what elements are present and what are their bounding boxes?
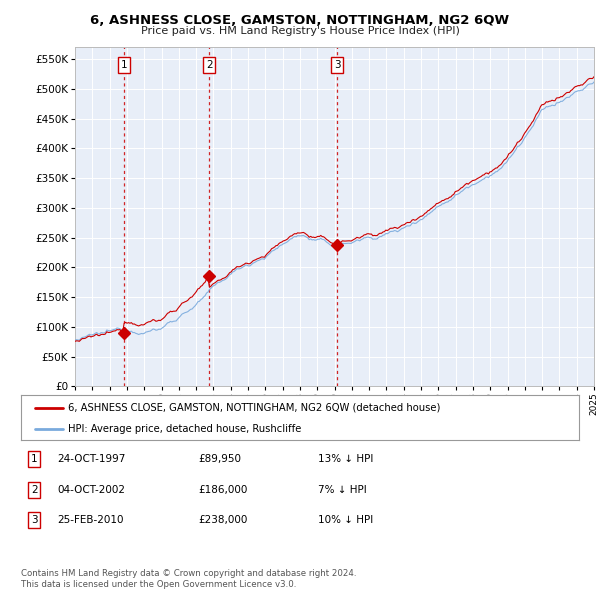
Text: HPI: Average price, detached house, Rushcliffe: HPI: Average price, detached house, Rush… bbox=[68, 424, 302, 434]
Text: 13% ↓ HPI: 13% ↓ HPI bbox=[318, 454, 373, 464]
Text: 1: 1 bbox=[31, 454, 38, 464]
Text: £186,000: £186,000 bbox=[198, 485, 247, 494]
Text: 2: 2 bbox=[206, 60, 212, 70]
Text: £89,950: £89,950 bbox=[198, 454, 241, 464]
Text: 24-OCT-1997: 24-OCT-1997 bbox=[57, 454, 125, 464]
Text: 6, ASHNESS CLOSE, GAMSTON, NOTTINGHAM, NG2 6QW: 6, ASHNESS CLOSE, GAMSTON, NOTTINGHAM, N… bbox=[91, 14, 509, 27]
Text: 25-FEB-2010: 25-FEB-2010 bbox=[57, 516, 124, 525]
Text: 6, ASHNESS CLOSE, GAMSTON, NOTTINGHAM, NG2 6QW (detached house): 6, ASHNESS CLOSE, GAMSTON, NOTTINGHAM, N… bbox=[68, 403, 441, 412]
Text: 3: 3 bbox=[31, 516, 38, 525]
Text: £238,000: £238,000 bbox=[198, 516, 247, 525]
Text: 04-OCT-2002: 04-OCT-2002 bbox=[57, 485, 125, 494]
Text: 7% ↓ HPI: 7% ↓ HPI bbox=[318, 485, 367, 494]
Text: Price paid vs. HM Land Registry's House Price Index (HPI): Price paid vs. HM Land Registry's House … bbox=[140, 26, 460, 36]
Text: 1: 1 bbox=[121, 60, 127, 70]
Text: 3: 3 bbox=[334, 60, 340, 70]
Text: 2: 2 bbox=[31, 485, 38, 494]
Text: Contains HM Land Registry data © Crown copyright and database right 2024.
This d: Contains HM Land Registry data © Crown c… bbox=[21, 569, 356, 589]
Text: 10% ↓ HPI: 10% ↓ HPI bbox=[318, 516, 373, 525]
